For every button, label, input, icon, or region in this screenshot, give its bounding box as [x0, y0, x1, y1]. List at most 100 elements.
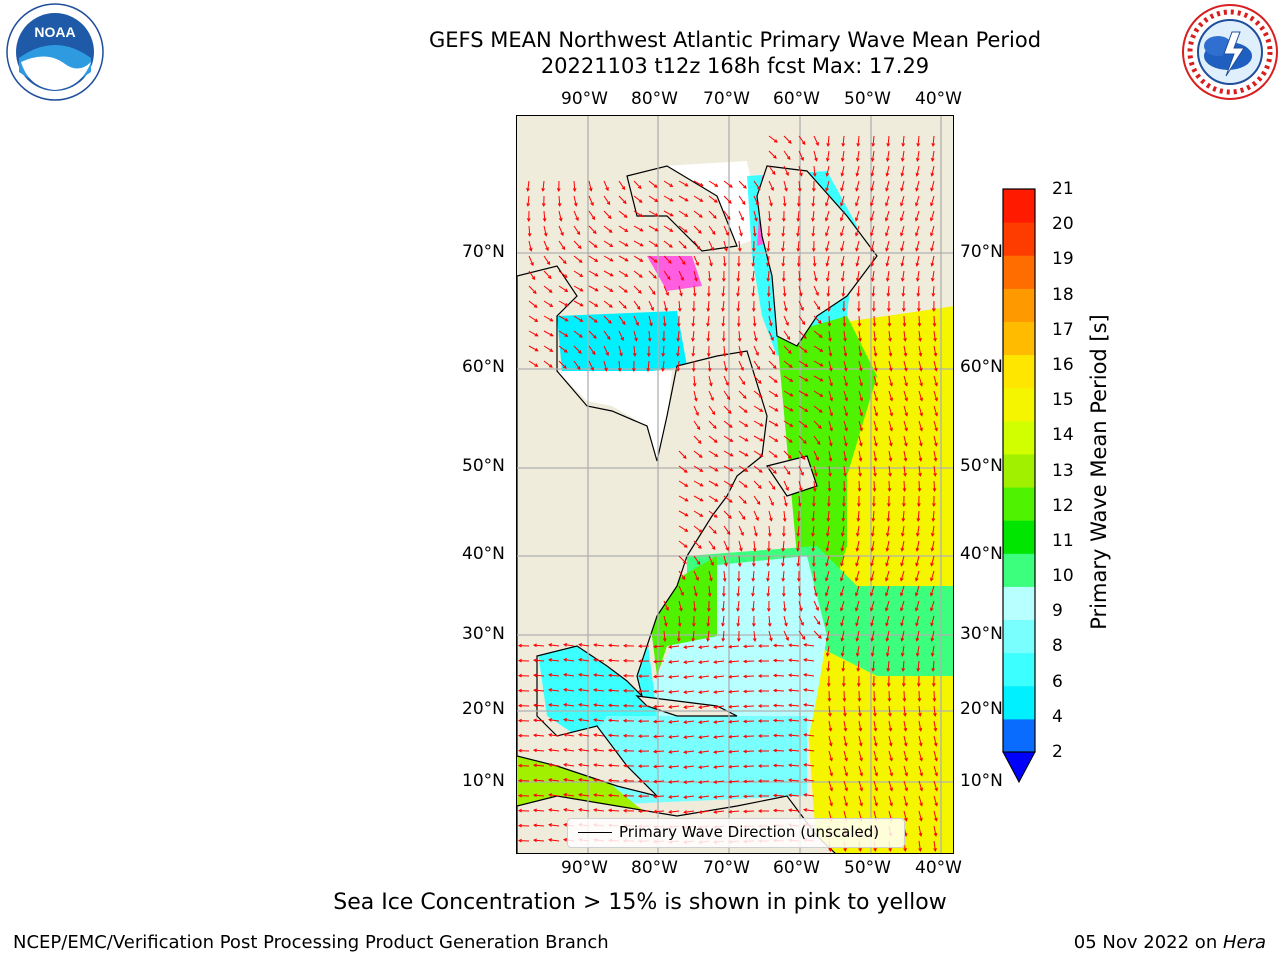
wave-direction-arrowhead [889, 382, 893, 387]
wave-direction-arrowhead [681, 576, 686, 581]
wave-direction-arrow [871, 630, 875, 641]
wave-direction-arrowhead [829, 757, 833, 762]
wave-direction-arrowhead [825, 262, 830, 267]
wave-direction-arrow [753, 525, 757, 536]
wave-direction-arrow [903, 810, 907, 821]
wave-direction-arrowhead [742, 674, 747, 679]
wave-direction-arrowhead [824, 592, 829, 597]
wave-direction-arrowhead [873, 847, 877, 852]
wave-direction-arrow [828, 765, 833, 776]
wave-direction-arrowhead [755, 517, 759, 522]
wave-direction-arrow [669, 690, 680, 693]
wave-direction-arrow [918, 750, 923, 761]
wave-direction-arrow [648, 315, 653, 326]
wave-direction-arrowhead [919, 817, 923, 822]
wave-direction-arrowhead [653, 259, 658, 263]
wave-direction-arrow [692, 330, 695, 341]
wave-direction-arrow [743, 705, 755, 707]
wave-direction-arrowhead [757, 764, 762, 768]
wave-direction-arrowhead [635, 322, 639, 327]
wave-direction-arrowhead [532, 718, 537, 723]
wave-direction-arrow [798, 405, 808, 412]
wave-direction-arrowhead [680, 277, 684, 282]
wave-direction-arrowhead [757, 659, 762, 663]
wave-direction-arrowhead [796, 232, 800, 237]
wave-direction-arrow [918, 375, 923, 386]
wave-direction-arrow [618, 255, 629, 262]
wave-direction-arrowhead [526, 203, 531, 207]
wave-direction-arrow [573, 270, 583, 277]
wave-direction-arrowhead [517, 688, 522, 693]
wave-direction-arrow [813, 285, 819, 296]
wave-direction-arrow [533, 824, 545, 827]
wave-direction-arrow [723, 435, 733, 442]
wave-direction-arrow [603, 195, 611, 205]
wave-direction-arrowhead [605, 187, 609, 192]
wave-direction-arrowhead [871, 683, 876, 688]
wave-direction-arrow [768, 390, 778, 397]
wave-direction-arrow [826, 255, 830, 266]
wave-direction-arrow [813, 300, 821, 310]
wave-direction-arrow [826, 525, 830, 536]
wave-direction-arrow [693, 480, 703, 487]
wave-direction-arrowhead [714, 498, 719, 502]
wave-direction-arrowhead [843, 472, 847, 477]
wave-direction-arrow [752, 585, 755, 596]
wave-direction-arrowhead [564, 288, 569, 292]
wave-direction-arrow [870, 555, 875, 566]
wave-direction-arrowhead [721, 607, 726, 612]
wave-direction-arrow [723, 480, 733, 487]
wave-direction-arrowhead [800, 622, 804, 627]
wave-direction-arrow [916, 255, 920, 266]
wave-direction-arrowhead [728, 809, 733, 814]
wave-direction-arrowhead [728, 704, 733, 709]
wave-direction-arrowhead [751, 308, 756, 313]
wave-direction-arrow [825, 195, 830, 206]
wave-direction-arrow [753, 225, 756, 236]
wave-direction-arrowhead [669, 213, 674, 217]
wave-direction-arrow [708, 420, 717, 429]
colorbar-band [1003, 321, 1035, 356]
wave-direction-arrowhead [752, 638, 757, 643]
wave-direction-arrow [693, 465, 703, 472]
wave-direction-arrowhead [517, 808, 522, 813]
wave-direction-arrowhead [669, 183, 674, 187]
wave-direction-arrow [708, 225, 716, 235]
wave-direction-arrowhead [548, 643, 553, 647]
wave-direction-arrowhead [679, 607, 683, 612]
wave-direction-arrowhead [871, 518, 876, 523]
wave-direction-arrow [603, 255, 613, 262]
wave-direction-arrowhead [531, 276, 536, 281]
wave-direction-arrowhead [683, 810, 688, 814]
wave-direction-arrowhead [668, 690, 673, 694]
wave-direction-arrowhead [691, 368, 696, 373]
wave-direction-arrowhead [607, 793, 612, 798]
wave-direction-arrow [915, 585, 920, 596]
wave-direction-arrowhead [607, 733, 612, 738]
wave-direction-arrow [813, 270, 817, 281]
wave-direction-arrowhead [728, 749, 733, 754]
wave-direction-arrow [871, 270, 875, 281]
wave-direction-arrow [573, 225, 581, 235]
wave-direction-arrow [840, 195, 845, 206]
wave-direction-arrow [653, 750, 665, 753]
wave-direction-arrow [714, 660, 725, 663]
wave-direction-arrowhead [887, 323, 892, 328]
wave-direction-arrowhead [815, 292, 819, 297]
wave-direction-arrowhead [669, 198, 674, 202]
wave-direction-arrow [873, 345, 877, 356]
wave-direction-arrow [693, 585, 697, 596]
wave-direction-arrow [798, 315, 806, 325]
wave-direction-arrow [789, 659, 800, 662]
wave-direction-arrowhead [638, 290, 642, 294]
chart-title: GEFS MEAN Northwest Atlantic Primary Wav… [428, 28, 1042, 52]
wave-direction-arrowhead [668, 660, 673, 664]
wave-direction-arrow [579, 734, 590, 737]
wave-direction-arrow [842, 285, 845, 297]
wave-direction-arrow [558, 225, 564, 236]
wave-direction-arrow [738, 390, 747, 399]
wave-direction-arrowhead [854, 217, 859, 222]
wave-direction-arrowhead [825, 532, 830, 537]
wave-direction-arrowhead [751, 592, 755, 597]
wave-direction-arrow [768, 150, 777, 159]
